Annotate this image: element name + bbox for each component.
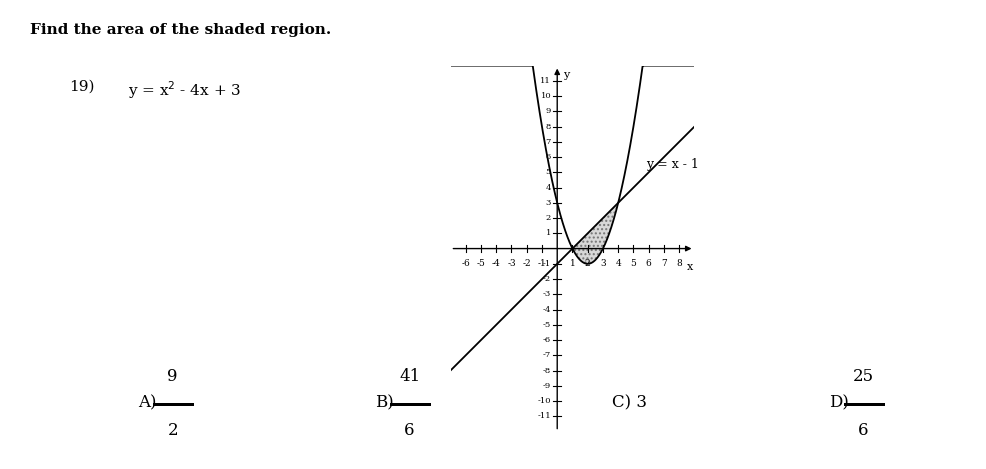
Text: -7: -7 xyxy=(542,351,550,359)
Text: -4: -4 xyxy=(542,305,550,314)
Text: 9: 9 xyxy=(168,368,177,385)
Text: 6: 6 xyxy=(858,422,868,439)
Text: 2: 2 xyxy=(168,422,177,439)
Text: 2: 2 xyxy=(545,214,550,222)
Text: 8: 8 xyxy=(675,259,681,268)
Text: -8: -8 xyxy=(542,366,550,375)
Text: -2: -2 xyxy=(542,275,550,283)
Text: -1: -1 xyxy=(537,259,546,268)
Text: 3: 3 xyxy=(599,259,605,268)
Text: 1: 1 xyxy=(569,259,575,268)
Text: 10: 10 xyxy=(540,92,550,100)
Text: y = x$^2$ - 4x + 3: y = x$^2$ - 4x + 3 xyxy=(128,80,242,101)
Text: 19): 19) xyxy=(69,80,95,94)
Text: -6: -6 xyxy=(542,336,550,344)
Text: -3: -3 xyxy=(507,259,516,268)
Text: y = x - 1: y = x - 1 xyxy=(645,158,698,171)
Text: 6: 6 xyxy=(645,259,651,268)
Text: D): D) xyxy=(828,395,848,412)
Text: -6: -6 xyxy=(460,259,469,268)
Text: B): B) xyxy=(375,395,393,412)
Text: -10: -10 xyxy=(537,397,550,405)
Text: 9: 9 xyxy=(545,107,550,115)
Text: -9: -9 xyxy=(542,382,550,390)
Text: 1: 1 xyxy=(545,229,550,237)
Text: -4: -4 xyxy=(491,259,500,268)
Text: C) 3: C) 3 xyxy=(611,395,646,412)
Text: 5: 5 xyxy=(545,168,550,176)
Text: -3: -3 xyxy=(542,290,550,298)
Text: 41: 41 xyxy=(398,368,420,385)
Text: -5: -5 xyxy=(542,321,550,329)
Text: 7: 7 xyxy=(661,259,667,268)
Text: A): A) xyxy=(138,395,157,412)
Text: 2: 2 xyxy=(585,259,590,268)
Text: 4: 4 xyxy=(614,259,620,268)
Text: -5: -5 xyxy=(476,259,485,268)
Text: 7: 7 xyxy=(545,138,550,146)
Text: 25: 25 xyxy=(852,368,874,385)
Text: -1: -1 xyxy=(542,260,550,268)
Text: y: y xyxy=(562,70,568,80)
Text: 4: 4 xyxy=(545,183,550,192)
Text: 3: 3 xyxy=(545,199,550,207)
Text: Find the area of the shaded region.: Find the area of the shaded region. xyxy=(30,23,330,38)
Text: -2: -2 xyxy=(522,259,530,268)
Text: x: x xyxy=(686,262,692,272)
Text: 11: 11 xyxy=(539,77,550,85)
Text: 6: 6 xyxy=(404,422,414,439)
Text: -11: -11 xyxy=(537,412,550,420)
Text: 5: 5 xyxy=(630,259,636,268)
Text: 8: 8 xyxy=(545,122,550,131)
Text: 6: 6 xyxy=(545,153,550,161)
